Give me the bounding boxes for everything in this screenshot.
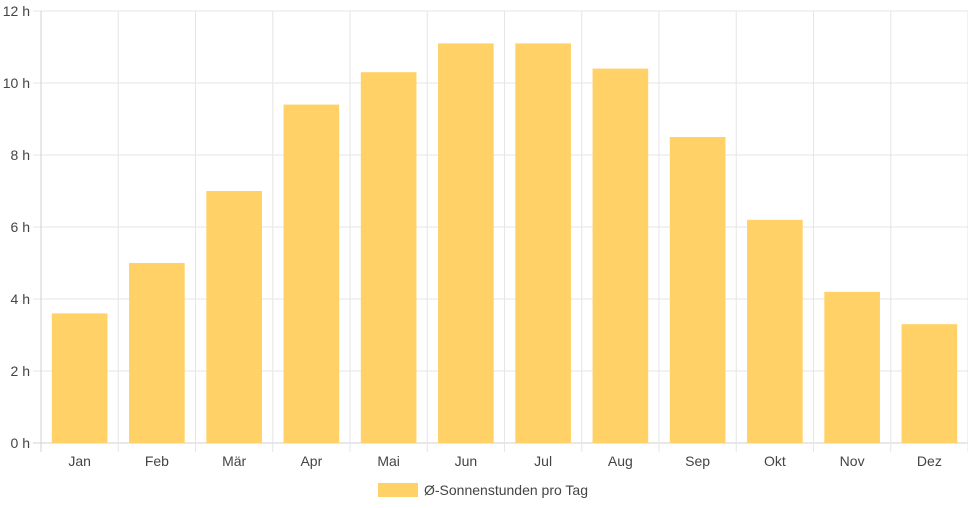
- x-tick-label: Aug: [608, 453, 633, 469]
- x-tick-label: Dez: [917, 453, 942, 469]
- x-tick-label: Apr: [300, 453, 322, 469]
- bar-jul[interactable]: [515, 43, 571, 444]
- y-tick-label: 2 h: [11, 363, 30, 379]
- bar-jun[interactable]: [438, 43, 494, 444]
- bar-mai[interactable]: [360, 72, 417, 443]
- x-axis-ticks: Jan Feb Mär Apr Mai Jun Jul Aug Sep Okt Nov Dez: [68, 453, 941, 469]
- x-tick-label: Okt: [764, 453, 786, 469]
- x-tick-label: Mai: [377, 453, 400, 469]
- bar-feb[interactable]: [129, 263, 185, 443]
- bar-mär[interactable]: [206, 191, 262, 443]
- bars: [51, 43, 958, 444]
- legend-swatch[interactable]: [378, 483, 418, 497]
- bar-jan[interactable]: [51, 313, 108, 443]
- bar-nov[interactable]: [824, 291, 880, 443]
- y-tick-label: 12 h: [3, 3, 30, 19]
- x-tick-label: Sep: [685, 453, 710, 469]
- y-tick-label: 10 h: [3, 75, 30, 91]
- y-tick-label: 0 h: [11, 435, 30, 451]
- x-tick-label: Nov: [840, 453, 865, 469]
- x-tick-label: Mär: [222, 453, 246, 469]
- x-tick-label: Jun: [455, 453, 478, 469]
- bar-apr[interactable]: [283, 104, 340, 443]
- bar-sep[interactable]: [669, 137, 726, 443]
- x-tick-label: Jul: [534, 453, 552, 469]
- x-tick-label: Jan: [68, 453, 91, 469]
- y-axis-ticks: 0 h 2 h 4 h 6 h 8 h 10 h 12 h: [3, 3, 30, 451]
- gridlines: [33, 10, 968, 452]
- bar-dez[interactable]: [901, 324, 958, 443]
- y-tick-label: 4 h: [11, 291, 30, 307]
- bar-okt[interactable]: [747, 219, 803, 443]
- legend[interactable]: Ø-Sonnenstunden pro Tag: [378, 482, 588, 498]
- legend-label[interactable]: Ø-Sonnenstunden pro Tag: [424, 482, 588, 498]
- y-tick-label: 8 h: [11, 147, 30, 163]
- bar-aug[interactable]: [592, 68, 649, 443]
- x-tick-label: Feb: [145, 453, 169, 469]
- y-tick-label: 6 h: [11, 219, 30, 235]
